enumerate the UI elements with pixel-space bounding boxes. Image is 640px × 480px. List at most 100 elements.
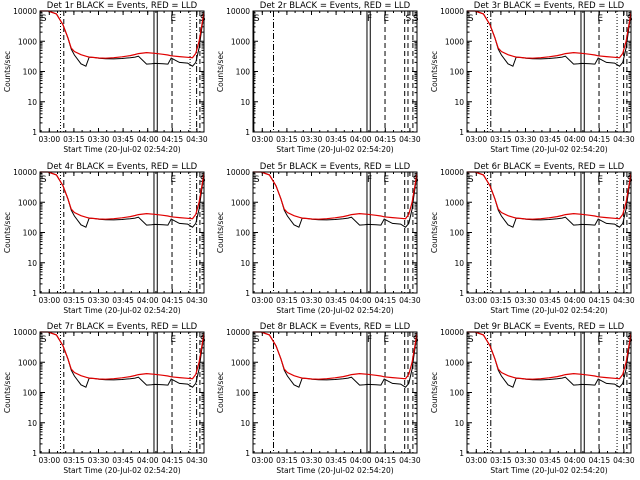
x-tick-label: 03:45 (539, 135, 561, 144)
y-tick-label: 10000 (226, 328, 250, 337)
x-tick-label: 04:15 (588, 456, 610, 465)
panel-det-8: Det 8r BLACK = Events, RED = LLD Counts/s… (216, 322, 421, 475)
y-tick-label: 10 (454, 419, 464, 428)
x-tick-label: 04:15 (161, 456, 183, 465)
panel-det-4: Det 4r BLACK = Events, RED = LLD Counts/s… (3, 162, 208, 315)
x-tick-label: 03:15 (490, 456, 512, 465)
y-axis-label: Counts/sec (430, 212, 439, 253)
x-tick-label: 03:00 (251, 456, 273, 465)
y-tick-label: 100 (23, 229, 38, 238)
x-tick-label: 03:45 (325, 456, 347, 465)
y-tick-label: 1 (459, 289, 464, 298)
x-axis-label: Start Time (20-Jul-02 02:54:20) (490, 466, 607, 475)
flag-label: F (367, 175, 372, 185)
y-tick-label: 100 (450, 229, 465, 238)
flag-label: S (41, 335, 47, 345)
y-tick-label: 100 (450, 68, 465, 77)
plot-frame (39, 10, 205, 133)
x-axis-label: Start Time (20-Jul-02 02:54:20) (490, 145, 607, 154)
x-tick-label: 03:15 (276, 456, 298, 465)
y-tick-label: 100 (450, 389, 465, 398)
panel-title: Det 7r BLACK = Events, RED = LLD (47, 322, 198, 332)
x-tick-label: 03:30 (515, 296, 537, 305)
y-axis-label: Counts/sec (3, 372, 12, 413)
y-tick-label: 10000 (440, 7, 464, 16)
y-axis-label: Counts/sec (216, 51, 225, 92)
panel-title: Det 6r BLACK = Events, RED = LLD (474, 162, 625, 172)
x-tick-label: 03:45 (112, 296, 134, 305)
x-tick-label: 03:15 (276, 135, 298, 144)
lld-series-line (40, 331, 205, 380)
x-tick-label: 04:00 (350, 135, 372, 144)
x-tick-label: 04:00 (137, 296, 159, 305)
flag-label: S (254, 175, 260, 185)
x-tick-label: 03:00 (38, 456, 60, 465)
y-tick-label: 10 (240, 259, 250, 268)
y-tick-label: 10 (454, 98, 464, 107)
x-tick-label: 03:45 (539, 296, 561, 305)
flag-label: S (41, 14, 47, 24)
y-tick-label: 1000 (231, 358, 250, 367)
panel-title: Det 4r BLACK = Events, RED = LLD (47, 162, 198, 172)
x-tick-label: 03:30 (515, 135, 537, 144)
x-axis-label: Start Time (20-Jul-02 02:54:20) (276, 145, 393, 154)
y-tick-label: 10 (240, 419, 250, 428)
x-tick-label: 03:15 (490, 296, 512, 305)
panel-title: Det 1r BLACK = Events, RED = LLD (47, 1, 198, 11)
x-tick-label: 04:15 (374, 456, 396, 465)
x-tick-label: 03:45 (325, 296, 347, 305)
y-tick-label: 10 (240, 98, 250, 107)
y-axis-label: Counts/sec (430, 51, 439, 92)
x-tick-label: 04:00 (350, 456, 372, 465)
flag-label: E (597, 175, 603, 185)
lld-series-line (40, 10, 205, 59)
lld-series-line (40, 171, 205, 220)
panel-title: Det 9r BLACK = Events, RED = LLD (474, 322, 625, 332)
panel-title: Det 8r BLACK = Events, RED = LLD (260, 322, 411, 332)
x-tick-label: 03:15 (63, 296, 85, 305)
x-tick-label: 03:30 (88, 456, 110, 465)
x-tick-label: 04:30 (186, 135, 208, 144)
events-series-line (40, 171, 205, 228)
x-tick-label: 04:30 (613, 135, 635, 144)
y-tick-label: 10000 (440, 168, 464, 177)
y-tick-label: 100 (236, 389, 251, 398)
events-series-line (467, 171, 632, 228)
x-tick-label: 03:45 (112, 456, 134, 465)
y-axis-label: Counts/sec (430, 372, 439, 413)
x-tick-label: 04:30 (399, 296, 421, 305)
x-tick-label: 04:15 (588, 296, 610, 305)
x-tick-label: 03:00 (38, 296, 60, 305)
y-tick-label: 10000 (13, 328, 37, 337)
y-tick-label: 10 (27, 98, 37, 107)
events-series-line (40, 331, 205, 388)
x-tick-label: 03:00 (465, 135, 487, 144)
lld-series-line (467, 331, 632, 380)
x-tick-label: 04:15 (374, 135, 396, 144)
lld-series-line (467, 171, 632, 220)
y-tick-label: 10000 (13, 7, 37, 16)
x-tick-label: 03:00 (465, 456, 487, 465)
lld-series-line (253, 171, 418, 220)
x-tick-label: 04:30 (613, 296, 635, 305)
y-tick-label: 1000 (231, 37, 250, 46)
x-tick-label: 03:45 (325, 135, 347, 144)
y-tick-label: 100 (23, 68, 38, 77)
x-tick-label: 03:15 (63, 135, 85, 144)
flag-label: S (468, 335, 474, 345)
x-tick-label: 04:30 (399, 135, 421, 144)
x-tick-label: 04:30 (186, 296, 208, 305)
y-axis-label: Counts/sec (3, 212, 12, 253)
flag-label: S (254, 14, 260, 24)
panel-title: Det 3r BLACK = Events, RED = LLD (474, 1, 625, 11)
y-tick-label: 1 (245, 289, 250, 298)
panel-det-3: Det 3r BLACK = Events, RED = LLD Counts/s… (430, 1, 635, 154)
panel-det-6: Det 6r BLACK = Events, RED = LLD Counts/s… (430, 162, 635, 315)
plot-frame (466, 171, 632, 294)
y-axis-label: Counts/sec (3, 51, 12, 92)
x-axis-label: Start Time (20-Jul-02 02:54:20) (63, 306, 180, 315)
x-axis-label: Start Time (20-Jul-02 02:54:20) (63, 145, 180, 154)
plot-frame (466, 331, 632, 454)
y-tick-label: 1000 (231, 198, 250, 207)
